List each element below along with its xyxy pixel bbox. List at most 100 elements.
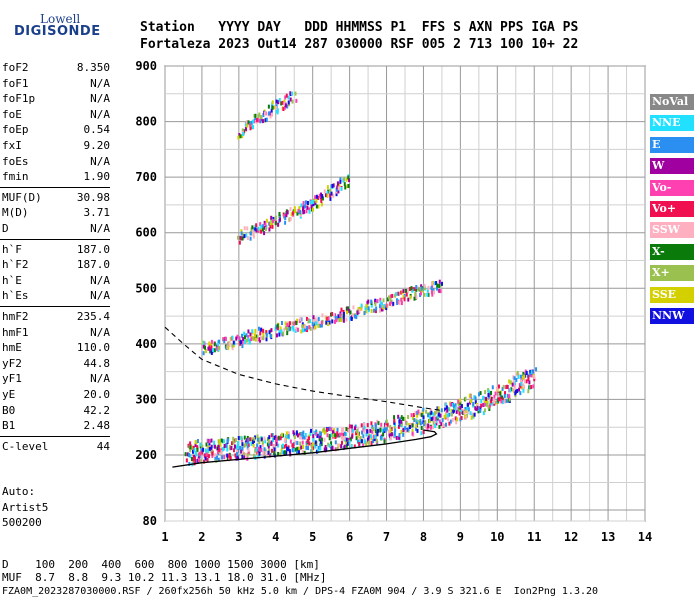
echo-mark	[256, 434, 259, 439]
echo-mark	[459, 405, 462, 410]
y-tick-label: 80	[143, 514, 157, 528]
echo-mark	[207, 445, 210, 450]
echo-mark	[314, 321, 317, 326]
echo-mark	[341, 314, 344, 319]
echo-mark	[300, 329, 303, 334]
echo-mark	[276, 108, 279, 113]
echo-mark	[286, 104, 289, 109]
echo-mark	[270, 108, 273, 113]
echo-mark	[291, 448, 294, 453]
param-value: N/A	[90, 372, 110, 386]
echo-mark	[336, 446, 339, 451]
echo-mark	[324, 429, 327, 434]
echo-mark	[259, 119, 262, 124]
echo-mark	[273, 451, 276, 456]
echo-mark	[389, 424, 392, 429]
echo-mark	[261, 440, 264, 445]
echo-mark	[340, 432, 343, 437]
echo-mark	[426, 288, 429, 293]
echo-mark	[220, 450, 223, 455]
echo-mark	[302, 205, 305, 210]
echo-mark	[464, 407, 467, 412]
echo-mark	[403, 294, 406, 299]
echo-mark	[379, 435, 382, 440]
echo-mark	[389, 434, 392, 439]
echo-mark	[264, 451, 267, 456]
echo-mark	[284, 216, 287, 221]
echo-mark	[279, 436, 282, 441]
echo-mark	[257, 454, 260, 459]
echo-mark	[419, 286, 422, 291]
echo-mark	[278, 217, 281, 222]
echo-mark	[271, 448, 274, 453]
echo-mark	[387, 295, 390, 300]
echo-mark	[313, 318, 316, 323]
echo-mark	[275, 438, 278, 443]
echo-mark	[340, 427, 343, 432]
echo-mark	[308, 441, 311, 446]
echo-mark	[243, 335, 246, 340]
echo-mark	[280, 448, 283, 453]
echo-mark	[449, 402, 452, 407]
echo-mark	[202, 351, 205, 356]
echo-mark	[185, 458, 188, 463]
echo-mark	[442, 423, 445, 428]
echo-mark	[482, 395, 485, 400]
echo-mark	[286, 322, 289, 327]
echo-mark	[334, 440, 337, 445]
echo-mark	[256, 443, 259, 448]
echo-mark	[326, 428, 329, 433]
echo-mark	[248, 340, 251, 345]
echo-mark	[354, 426, 357, 431]
echo-mark	[331, 319, 334, 324]
tick-labels: 1 2 3 4 5 6 7 8 9 10 11 12 13 14802003004005006007008…	[135, 59, 652, 544]
echo-mark	[320, 437, 323, 442]
echo-mark	[238, 133, 241, 138]
echo-mark	[208, 439, 211, 444]
param-row: yF2 44.8	[2, 357, 110, 371]
echo-mark	[337, 186, 340, 191]
echo-mark	[431, 425, 434, 430]
echo-mark	[508, 394, 511, 399]
param-value: 8.350	[76, 61, 110, 74]
echo-mark	[340, 444, 343, 449]
echo-mark	[397, 300, 400, 305]
echo-mark	[508, 397, 511, 402]
echo-mark	[258, 440, 261, 445]
echo-mark	[265, 330, 268, 335]
echo-mark	[405, 421, 408, 426]
echo-mark	[515, 377, 518, 382]
echo-mark	[252, 336, 255, 341]
echo-mark	[382, 305, 385, 310]
echo-mark	[445, 422, 448, 427]
echo-mark	[220, 438, 223, 443]
echo-mark	[213, 348, 216, 353]
profile-dashed-curve	[164, 326, 442, 412]
echo-mark	[294, 440, 297, 445]
echo-mark	[190, 457, 193, 462]
echo-mark	[277, 100, 280, 105]
echo-mark	[315, 198, 318, 203]
echo-mark	[345, 437, 348, 442]
echo-mark	[298, 446, 301, 451]
echo-mark	[319, 431, 322, 436]
echo-mark	[455, 420, 458, 425]
param-value: 20.0	[83, 388, 111, 401]
echo-mark	[259, 115, 262, 120]
echo-mark	[348, 439, 351, 444]
echo-mark	[332, 193, 335, 198]
echo-mark	[314, 195, 317, 200]
echo-mark	[444, 407, 447, 412]
echo-mark	[234, 453, 237, 458]
echo-mark	[469, 399, 472, 404]
echo-mark	[222, 446, 225, 451]
echo-mark	[228, 341, 231, 346]
param-row: h`F2 187.0	[2, 258, 110, 272]
echo-mark	[504, 391, 507, 396]
echo-mark	[423, 285, 426, 290]
echo-mark	[288, 449, 291, 454]
echo-mark	[283, 327, 286, 332]
echo-mark	[222, 439, 225, 444]
echo-mark	[376, 432, 379, 437]
echo-mark	[263, 231, 266, 236]
